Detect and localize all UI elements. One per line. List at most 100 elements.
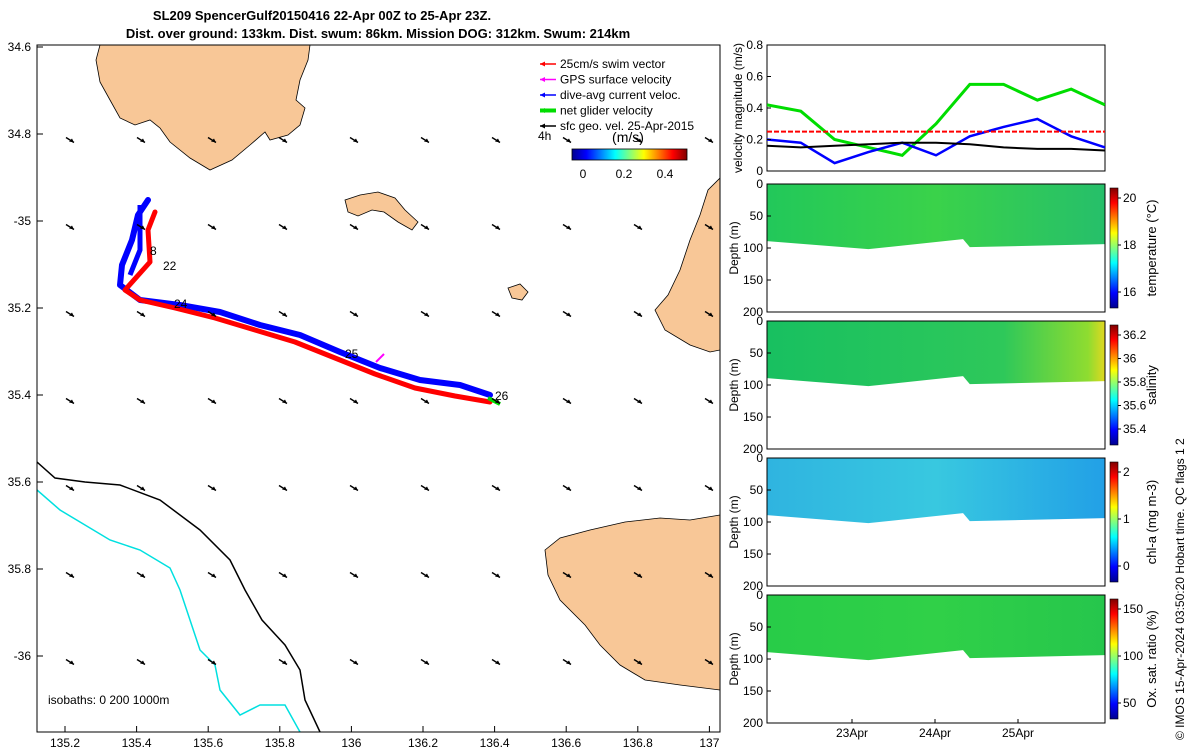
legend-cbar-tick-0: 0 xyxy=(580,167,587,181)
map-xtick-label: 137 xyxy=(699,736,719,750)
profile-ytick-label: 150 xyxy=(743,684,763,698)
velocity-series-line xyxy=(767,82,1105,157)
velocity-ytick-label: 0.6 xyxy=(746,70,763,84)
velocity-panel: 0 0.2 0.4 0.6 0.8 velocity magnitude (m/s) xyxy=(731,38,1106,178)
velocity-series-line xyxy=(767,141,1105,152)
profile-xtick-label: 24Apr xyxy=(919,726,951,740)
profile-ytick-label: 200 xyxy=(743,579,763,593)
map-latitude-ticks: 34.6 34.8 -35 35.2 35.4 35.6 35.8 -36 xyxy=(8,40,43,663)
title-line-1: SL209 SpencerGulf20150416 22-Apr 00Z to … xyxy=(153,8,491,23)
profile-xtick-label: 23Apr xyxy=(836,726,868,740)
profile-ytick-label: 200 xyxy=(743,442,763,456)
current-vector-head xyxy=(282,399,287,404)
current-vector-head xyxy=(282,138,287,143)
current-vector-head xyxy=(211,312,216,317)
map-ytick-label: 34.8 xyxy=(8,127,32,141)
profile-panel: 0 50 100 150 200 Depth (m) 0 1 2 chl-a (mg m-3) xyxy=(727,451,1159,593)
land-south-landmass xyxy=(544,514,720,691)
legend-units: (m/s) xyxy=(612,129,644,145)
colorbar-label: Ox. sat. ratio (%) xyxy=(1144,610,1159,708)
current-vector-head xyxy=(353,225,358,230)
current-vector-head xyxy=(282,225,287,230)
current-vector-head xyxy=(637,573,642,578)
velocity-y-ticks: 0 0.2 0.4 0.6 0.8 xyxy=(746,38,771,178)
legend-arrowhead xyxy=(540,123,545,129)
profile-ytick-label: 0 xyxy=(756,451,763,465)
current-vector-head xyxy=(353,399,358,404)
legend-cbar-tick-2: 0.4 xyxy=(657,167,674,181)
profile-ytick-label: 100 xyxy=(743,378,763,392)
current-vector-head xyxy=(282,573,287,578)
current-vector-head xyxy=(69,312,74,317)
velocity-y-label: velocity magnitude (m/s) xyxy=(731,43,745,173)
track-red-swim xyxy=(122,209,493,405)
profile-ytick-label: 0 xyxy=(756,177,763,191)
current-vector-head xyxy=(708,399,713,404)
profile-data-fill xyxy=(767,595,1105,661)
current-vector-head xyxy=(140,399,145,404)
colorbar-tick-label: 18 xyxy=(1123,238,1137,252)
current-vector-head xyxy=(424,573,429,578)
current-vector-head xyxy=(566,660,571,665)
current-vector-head xyxy=(211,225,216,230)
profile-colorbar xyxy=(1109,598,1119,720)
profile-ytick-label: 150 xyxy=(743,410,763,424)
legend-arrowhead xyxy=(540,61,545,67)
current-vector-head xyxy=(353,486,358,491)
profile-ytick-label: 100 xyxy=(743,241,763,255)
track-day-label: 22 xyxy=(163,259,177,273)
current-vector-head xyxy=(708,225,713,230)
current-vector-head xyxy=(566,312,571,317)
current-vector-head xyxy=(211,573,216,578)
isobaths-label: isobaths: 0 200 1000m xyxy=(48,693,169,707)
legend-items: 25cm/s swim vector GPS surface velocitydi… xyxy=(540,57,694,133)
colorbar-tick-label: 36.2 xyxy=(1123,328,1147,342)
profile-ytick-label: 100 xyxy=(743,652,763,666)
profile-data-fill xyxy=(767,184,1105,250)
legend-colorbar xyxy=(571,148,688,161)
current-vector-head xyxy=(69,399,74,404)
colorbar-tick-label: 35.4 xyxy=(1123,422,1147,436)
map-ytick-label: 35.8 xyxy=(8,562,32,576)
map-xtick-label: 135.2 xyxy=(50,736,80,750)
map-ytick-label: 34.6 xyxy=(8,40,32,54)
velocity-ytick-label: 0.2 xyxy=(746,133,763,147)
current-vector-head xyxy=(566,573,571,578)
velocity-series-line xyxy=(767,117,1105,165)
profile-ytick-label: 200 xyxy=(743,305,763,319)
current-vector-head xyxy=(140,138,145,143)
current-vector-head xyxy=(353,660,358,665)
current-vector-head xyxy=(282,486,287,491)
colorbar-tick-label: 36 xyxy=(1123,352,1137,366)
current-vector-head xyxy=(69,225,74,230)
current-vector-head xyxy=(637,312,642,317)
track-day-label: 26 xyxy=(495,389,509,403)
velocity-ytick-label: 0.8 xyxy=(746,38,763,52)
map-legend: 25cm/s swim vector GPS surface velocitydi… xyxy=(538,57,694,181)
current-vector-head xyxy=(495,573,500,578)
track-day-label: 24 xyxy=(174,297,188,311)
colorbar-label: salinity xyxy=(1144,365,1159,405)
title-line-2: Dist. over ground: 133km. Dist. swum: 86… xyxy=(126,26,630,41)
profile-ytick-label: 50 xyxy=(750,483,764,497)
current-vector-head xyxy=(637,399,642,404)
profile-data-fill xyxy=(767,321,1105,387)
map-ytick-label: -35 xyxy=(14,214,32,228)
track-blue-swim xyxy=(117,197,493,398)
track-day-labels: 8 22 24 25 26 xyxy=(150,244,509,403)
profile-ytick-label: 100 xyxy=(743,515,763,529)
colorbar-tick-label: 35.6 xyxy=(1123,399,1147,413)
legend-item-label: dive-avg current veloc. xyxy=(560,88,681,102)
current-vector-head xyxy=(353,138,358,143)
profile-data-fill xyxy=(767,458,1105,524)
legend-cbar-tick-1: 0.2 xyxy=(616,167,633,181)
legend-arrowhead xyxy=(540,92,545,98)
map-ytick-label: 35.4 xyxy=(8,388,32,402)
current-vector-head xyxy=(140,573,145,578)
current-vector-head xyxy=(140,225,145,230)
profile-panel: 0 50 100 150 200 Depth (m) 35.4 35.6 35.8 36 36.2 s… xyxy=(727,314,1159,456)
land-kangaroo-island-east xyxy=(654,177,720,353)
legend-item-label: 25cm/s swim vector xyxy=(560,57,665,71)
colorbar-tick-label: 35.8 xyxy=(1123,375,1147,389)
